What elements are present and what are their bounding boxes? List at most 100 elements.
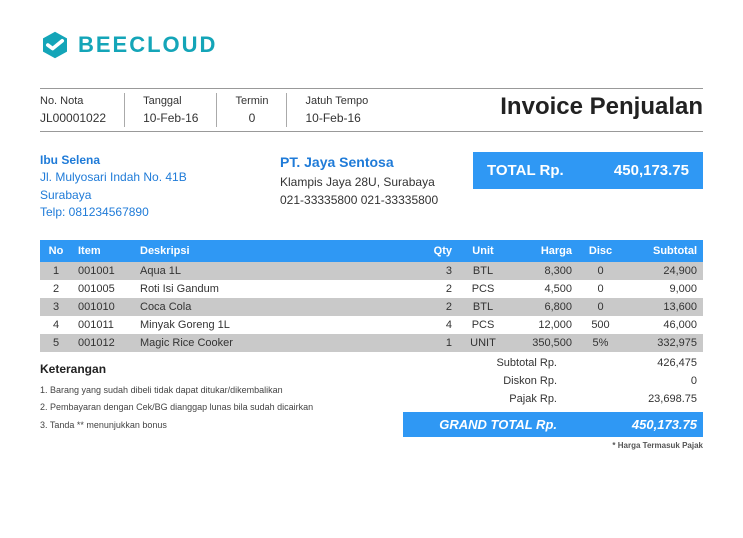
- items-table: No Item Deskripsi Qty Unit Harga Disc Su…: [40, 240, 703, 352]
- summary-subtotal: Subtotal Rp. 426,475: [403, 354, 703, 372]
- table-cell: 0: [578, 262, 623, 280]
- meta-termin-label: Termin: [235, 95, 268, 107]
- table-cell: Minyak Goreng 1L: [134, 316, 416, 334]
- table-cell: PCS: [458, 316, 508, 334]
- summary-grand: GRAND TOTAL Rp. 450,173.75: [403, 412, 703, 437]
- col-qty: Qty: [416, 240, 458, 262]
- table-cell: 12,000: [508, 316, 578, 334]
- table-cell: Magic Rice Cooker: [134, 334, 416, 352]
- table-cell: 24,900: [623, 262, 703, 280]
- meta-termin: Termin 0: [216, 93, 286, 127]
- summary-pajak: Pajak Rp. 23,698.75: [403, 390, 703, 408]
- table-cell: 8,300: [508, 262, 578, 280]
- table-cell: 4: [40, 316, 72, 334]
- table-cell: 1: [40, 262, 72, 280]
- meta-tanggal-label: Tanggal: [143, 95, 198, 107]
- table-cell: 2: [40, 280, 72, 298]
- note-1: 1. Barang yang sudah dibeli tidak dapat …: [40, 382, 403, 399]
- table-cell: Aqua 1L: [134, 262, 416, 280]
- customer-block: Ibu Selena Jl. Mulyosari Indah No. 41B S…: [40, 152, 250, 222]
- summary-diskon: Diskon Rp. 0: [403, 372, 703, 390]
- col-no: No: [40, 240, 72, 262]
- meta-nota-label: No. Nota: [40, 95, 106, 107]
- meta-jatuh-value: 10-Feb-16: [305, 111, 368, 125]
- note-2: 2. Pembayaran dengan Cek/BG dianggap lun…: [40, 399, 403, 416]
- summary-pajak-label: Pajak Rp.: [409, 393, 597, 405]
- summary-diskon-value: 0: [597, 375, 697, 387]
- meta-row: No. Nota JL00001022 Tanggal 10-Feb-16 Te…: [40, 93, 703, 127]
- table-row: 1001001Aqua 1L3BTL8,300024,900: [40, 262, 703, 280]
- brand-name: BEECLOUD: [78, 32, 217, 58]
- customer-city: Surabaya: [40, 187, 250, 204]
- col-disc: Disc: [578, 240, 623, 262]
- table-cell: 46,000: [623, 316, 703, 334]
- summary-grand-value: 450,173.75: [577, 417, 697, 432]
- meta-nota: No. Nota JL00001022: [40, 93, 124, 127]
- table-row: 5001012Magic Rice Cooker1UNIT350,5005%33…: [40, 334, 703, 352]
- table-row: 4001011Minyak Goreng 1L4PCS12,00050046,0…: [40, 316, 703, 334]
- table-row: 3001010Coca Cola2BTL6,800013,600: [40, 298, 703, 316]
- table-cell: 5%: [578, 334, 623, 352]
- meta-jatuh-label: Jatuh Tempo: [305, 95, 368, 107]
- table-cell: 500: [578, 316, 623, 334]
- customer-address: Jl. Mulyosari Indah No. 41B: [40, 169, 250, 186]
- table-cell: PCS: [458, 280, 508, 298]
- customer-name: Ibu Selena: [40, 152, 250, 169]
- table-cell: 4: [416, 316, 458, 334]
- company-name: PT. Jaya Sentosa: [280, 152, 443, 172]
- table-cell: 3: [416, 262, 458, 280]
- table-cell: 2: [416, 298, 458, 316]
- total-box: TOTAL Rp. 450,173.75: [473, 152, 703, 189]
- total-label: TOTAL Rp.: [487, 162, 564, 179]
- below-row: Keterangan 1. Barang yang sudah dibeli t…: [40, 354, 703, 450]
- col-subtotal: Subtotal: [623, 240, 703, 262]
- meta-nota-value: JL00001022: [40, 111, 106, 125]
- table-cell: 0: [578, 298, 623, 316]
- col-unit: Unit: [458, 240, 508, 262]
- customer-phone: Telp: 081234567890: [40, 204, 250, 221]
- document-title: Invoice Penjualan: [500, 93, 703, 121]
- meta-termin-value: 0: [235, 111, 268, 125]
- col-harga: Harga: [508, 240, 578, 262]
- company-phones: 021-33335800 021-33335800: [280, 192, 443, 209]
- table-cell: 001001: [72, 262, 134, 280]
- table-row: 2001005Roti Isi Gandum2PCS4,50009,000: [40, 280, 703, 298]
- brand-logo-icon: [40, 30, 70, 60]
- meta-tanggal: Tanggal 10-Feb-16: [124, 93, 216, 127]
- summary-grand-label: GRAND TOTAL Rp.: [409, 417, 577, 432]
- table-cell: 350,500: [508, 334, 578, 352]
- col-item: Item: [72, 240, 134, 262]
- divider-top: [40, 88, 703, 89]
- summary-subtotal-label: Subtotal Rp.: [409, 357, 597, 369]
- table-cell: 13,600: [623, 298, 703, 316]
- table-cell: 1: [416, 334, 458, 352]
- meta-tanggal-value: 10-Feb-16: [143, 111, 198, 125]
- table-cell: 001005: [72, 280, 134, 298]
- company-block: PT. Jaya Sentosa Klampis Jaya 28U, Surab…: [280, 152, 443, 209]
- table-cell: 2: [416, 280, 458, 298]
- table-cell: 001012: [72, 334, 134, 352]
- tax-note: * Harga Termasuk Pajak: [403, 441, 703, 450]
- summary-pajak-value: 23,698.75: [597, 393, 697, 405]
- table-cell: 332,975: [623, 334, 703, 352]
- table-cell: BTL: [458, 298, 508, 316]
- summary-subtotal-value: 426,475: [597, 357, 697, 369]
- total-value: 450,173.75: [614, 162, 689, 179]
- table-cell: 001011: [72, 316, 134, 334]
- note-3: 3. Tanda ** menunjukkan bonus: [40, 417, 403, 434]
- divider-bottom: [40, 131, 703, 132]
- table-cell: 5: [40, 334, 72, 352]
- table-cell: 4,500: [508, 280, 578, 298]
- table-cell: 001010: [72, 298, 134, 316]
- summary-block: Subtotal Rp. 426,475 Diskon Rp. 0 Pajak …: [403, 354, 703, 450]
- table-cell: Roti Isi Gandum: [134, 280, 416, 298]
- company-address: Klampis Jaya 28U, Surabaya: [280, 174, 443, 191]
- notes-block: Keterangan 1. Barang yang sudah dibeli t…: [40, 354, 403, 450]
- table-cell: BTL: [458, 262, 508, 280]
- table-cell: 0: [578, 280, 623, 298]
- notes-heading: Keterangan: [40, 358, 403, 381]
- table-cell: 3: [40, 298, 72, 316]
- party-row: Ibu Selena Jl. Mulyosari Indah No. 41B S…: [40, 152, 703, 222]
- summary-diskon-label: Diskon Rp.: [409, 375, 597, 387]
- col-desk: Deskripsi: [134, 240, 416, 262]
